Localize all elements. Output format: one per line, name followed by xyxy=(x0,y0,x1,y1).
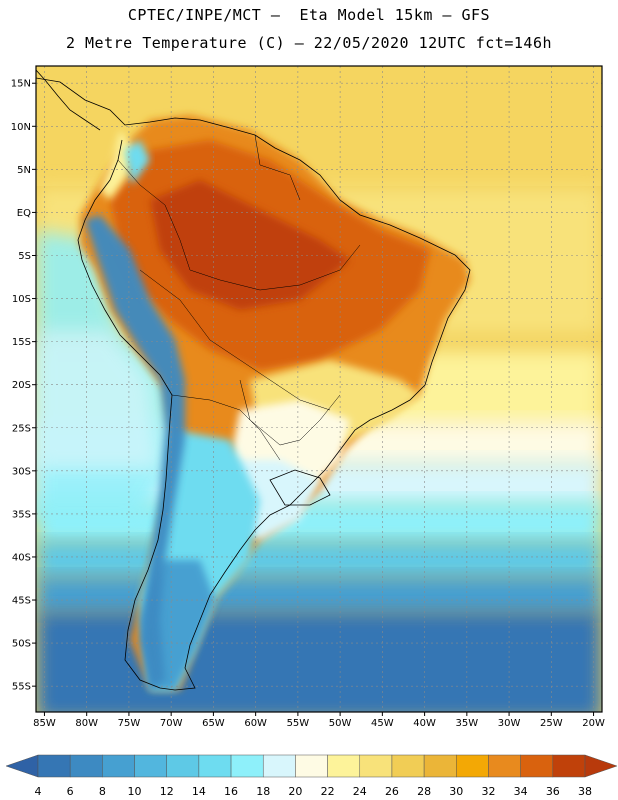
lat-tick-label: 45S xyxy=(12,596,31,607)
lon-tick-label: 50W xyxy=(329,718,352,729)
map-frame xyxy=(35,65,603,713)
colorbar-label: 28 xyxy=(417,785,431,798)
band-10 xyxy=(36,575,602,615)
colorbar-swatch xyxy=(456,754,489,778)
colorbar-label: 6 xyxy=(67,785,74,798)
colorbar-swatch xyxy=(327,754,361,778)
amazon-hot xyxy=(150,180,350,310)
lat-tick-label: 10S xyxy=(12,294,31,305)
colorbar-label: 18 xyxy=(256,785,270,798)
longitude-ticks: 85W 80W 75W 70W 65W 60W 55W 50W 45W 40W 35W 30W 25W 2… xyxy=(33,712,605,729)
lat-tick-label: 50S xyxy=(12,639,31,650)
coastlines xyxy=(36,69,471,691)
colorbar-swatch xyxy=(391,754,425,778)
lat-tick-label: 5N xyxy=(17,165,31,176)
band-6 xyxy=(36,610,602,712)
colorbar-label: 30 xyxy=(449,785,463,798)
lon-tick-label: 75W xyxy=(118,718,141,729)
colorbar-label: 22 xyxy=(321,785,335,798)
lat-tick-label: 20S xyxy=(12,380,31,391)
colorbar-swatch xyxy=(520,754,554,778)
colorbar-label: 12 xyxy=(160,785,174,798)
colorbar-label: 34 xyxy=(514,785,528,798)
colorbar-arrow-high xyxy=(584,754,618,778)
lat-tick-label: 25S xyxy=(12,423,31,434)
lon-tick-label: 65W xyxy=(202,718,225,729)
colorbar-swatch xyxy=(230,754,264,778)
colorbar-label: 14 xyxy=(192,785,206,798)
lon-tick-label: 25W xyxy=(540,718,563,729)
lon-tick-label: 85W xyxy=(33,718,56,729)
lon-tick-label: 70W xyxy=(160,718,183,729)
colorbar-label: 26 xyxy=(385,785,399,798)
andes-cold xyxy=(85,215,185,690)
lon-tick-label: 55W xyxy=(287,718,310,729)
colorbar-swatch xyxy=(552,754,586,778)
colorbar-swatch xyxy=(488,754,521,778)
colorbar-label: 4 xyxy=(35,785,42,798)
lon-tick-label: 20W xyxy=(582,718,605,729)
colorbar-swatch xyxy=(198,754,232,778)
colorbar-label: 38 xyxy=(578,785,592,798)
chart-title: CPTEC/INPE/MCT – Eta Model 15km – GFS xyxy=(127,6,491,24)
colorbar-swatch xyxy=(69,754,103,778)
colorbar-arrow-low xyxy=(5,754,39,778)
lat-tick-label: 55S xyxy=(12,682,31,693)
temperature-field xyxy=(36,66,602,712)
lat-tick-label: 5S xyxy=(18,251,31,262)
lon-tick-label: 40W xyxy=(413,718,436,729)
lat-tick-label: 15S xyxy=(12,337,31,348)
colorbar-swatch xyxy=(166,754,200,778)
colorbar-label: 10 xyxy=(128,785,142,798)
lat-tick-label: 10N xyxy=(11,122,31,133)
colorbar-label: 24 xyxy=(353,785,367,798)
lon-tick-label: 60W xyxy=(244,718,267,729)
lat-tick-label: 35S xyxy=(12,509,31,520)
lon-tick-label: 45W xyxy=(371,718,394,729)
lat-tick-label: EQ xyxy=(17,208,31,219)
colorbar-swatch xyxy=(423,754,457,778)
colorbar-swatch xyxy=(262,754,296,778)
colorbar-label: 36 xyxy=(546,785,560,798)
lat-tick-label: 30S xyxy=(12,466,31,477)
colorbar-swatch xyxy=(102,754,135,778)
band-14 xyxy=(36,540,602,580)
colorbar-label: 32 xyxy=(481,785,495,798)
colorbar-swatch xyxy=(359,754,393,778)
lon-tick-label: 30W xyxy=(498,718,521,729)
chart-subtitle: 2 Metre Temperature (C) – 22/05/2020 12U… xyxy=(65,34,553,52)
country-borders xyxy=(117,134,361,461)
colorbar-swatch xyxy=(295,754,328,778)
graticule xyxy=(36,66,602,712)
colorbar-swatch xyxy=(134,754,167,778)
colorbar: 4 6 8 10 12 14 16 18 20 22 24 26 28 30 32 34 36 38 xyxy=(5,754,618,798)
lat-tick-label: 40S xyxy=(12,552,31,563)
colorbar-label: 20 xyxy=(288,785,302,798)
lon-tick-label: 35W xyxy=(456,718,479,729)
colorbar-swatch xyxy=(37,754,71,778)
colorbar-label: 16 xyxy=(224,785,238,798)
lon-tick-label: 80W xyxy=(75,718,98,729)
lat-tick-label: 15N xyxy=(11,79,31,90)
colorbar-label: 8 xyxy=(99,785,106,798)
latitude-ticks: 15N 10N 5N EQ 5S 10S 15S 20S 25S 30S 35S 40S 45S 50S 5… xyxy=(11,79,36,693)
